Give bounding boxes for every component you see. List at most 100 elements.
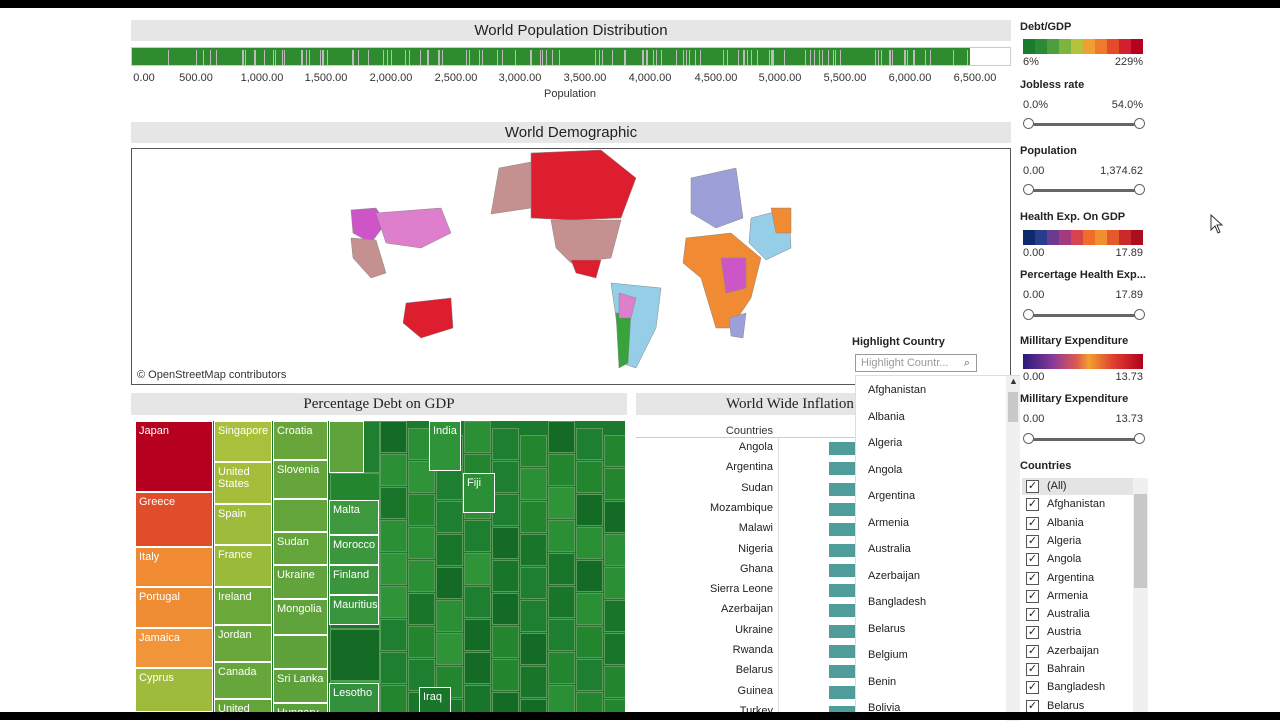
bottom-edge [0, 712, 1280, 720]
strip-line [320, 50, 321, 65]
treemap-cell: Portugal [135, 587, 213, 628]
scrollbar[interactable]: ▲ [1006, 376, 1020, 721]
slider-handle[interactable] [1023, 309, 1034, 320]
checkbox[interactable]: ✓ [1026, 534, 1039, 548]
checkbox[interactable]: ✓ [1026, 589, 1039, 603]
treemap-cell [520, 501, 547, 533]
checkbox[interactable]: ✓ [1026, 626, 1039, 640]
checkbox[interactable]: ✓ [1026, 516, 1039, 530]
strip-line [546, 50, 547, 65]
cursor [1210, 214, 1224, 234]
slider-handle[interactable] [1134, 309, 1145, 320]
panel-title: World Population Distribution [131, 20, 1011, 41]
treemap-cell: United [214, 699, 272, 712]
treemap-cell [273, 499, 328, 532]
panel-title: Percentage Debt on GDP [131, 393, 627, 415]
checkbox-label[interactable]: Argentina [1047, 571, 1095, 584]
treemap-cell [492, 527, 519, 559]
dropdown-option[interactable]: Australia [868, 543, 911, 555]
strip-line [542, 50, 543, 65]
dropdown: ▲ Afghanistan Albania Algeria Angola Argenti… [855, 375, 1020, 721]
checkbox[interactable]: ✓ [1026, 681, 1039, 695]
checkbox[interactable]: ✓ [1026, 663, 1039, 676]
checkbox[interactable]: ✓ [1026, 699, 1039, 713]
strip-line [625, 50, 626, 65]
strip-line [306, 50, 307, 65]
dropdown-option[interactable]: Azerbaijan [868, 569, 920, 582]
treemap-cell [548, 553, 575, 585]
x-tick-label: 0.00 [133, 72, 155, 84]
strip-line [327, 50, 328, 65]
slider-handle[interactable] [1134, 184, 1145, 195]
search-input[interactable]: Highlight Countr... ⌕ [855, 354, 977, 372]
slider-handle[interactable] [1023, 184, 1034, 195]
strip-line [282, 50, 283, 65]
dropdown-option[interactable]: Bolivia [868, 702, 901, 714]
strip-line [683, 50, 684, 65]
dropdown-option[interactable]: Armenia [868, 516, 909, 529]
strip-line [822, 50, 823, 65]
dropdown-option[interactable]: Afghanistan [868, 384, 927, 396]
dropdown-option[interactable]: Belgium [868, 649, 908, 661]
color-legend [1023, 354, 1143, 369]
checkbox-label[interactable]: Angola [1047, 553, 1082, 566]
dropdown-option[interactable]: Belarus [868, 622, 906, 635]
dropdown-option[interactable]: Bangladesh [868, 596, 927, 608]
x-tick-label: 3,000.00 [498, 72, 542, 84]
treemap-cell [436, 534, 463, 566]
dropdown-option[interactable]: Algeria [868, 437, 903, 449]
strip-line [420, 50, 421, 65]
checkbox-label[interactable]: Armenia [1047, 589, 1088, 602]
dropdown-option[interactable]: Albania [868, 410, 905, 423]
strip-line [540, 50, 541, 65]
dropdown-option[interactable]: Angola [868, 463, 903, 476]
treemap-cell [548, 652, 575, 684]
strip-line [930, 50, 931, 65]
treemap-cell [604, 534, 625, 566]
treemap-cell [548, 619, 575, 651]
dropdown-option[interactable]: Benin [868, 675, 897, 688]
slider-handle[interactable] [1134, 118, 1145, 129]
scroll-up[interactable]: ▲ [1009, 376, 1018, 386]
checkbox-label[interactable]: Belarus [1047, 699, 1085, 712]
inflation-bar [829, 685, 855, 699]
scroll-thumb[interactable] [1008, 392, 1018, 422]
dropdown-option[interactable]: Argentina [868, 490, 916, 502]
checkbox-label[interactable]: Algeria [1047, 534, 1082, 547]
checkbox-label[interactable]: Bahrain [1047, 663, 1085, 675]
checkbox-label[interactable]: Azerbaijan [1047, 644, 1099, 657]
checkbox[interactable]: ✓ [1026, 480, 1039, 493]
strip-line [515, 50, 516, 65]
treemap-cell [408, 527, 435, 559]
scroll-thumb[interactable] [1134, 494, 1147, 588]
treemap-cell: Mauritius [329, 595, 379, 625]
slider-handle[interactable] [1023, 118, 1034, 129]
strip-line [747, 50, 748, 65]
slider-handle[interactable] [1023, 433, 1034, 444]
slider-handle[interactable] [1134, 433, 1145, 444]
strip-line [427, 50, 428, 65]
checkbox-label[interactable]: Albania [1047, 516, 1084, 529]
inflation-bar [829, 665, 855, 679]
checkbox[interactable]: ✓ [1026, 571, 1039, 585]
checkbox-label[interactable]: Austria [1047, 626, 1082, 639]
checkbox-label[interactable]: Australia [1047, 608, 1090, 621]
slider-track[interactable] [1028, 314, 1140, 317]
checkbox[interactable]: ✓ [1026, 553, 1039, 567]
checkbox-label[interactable]: (All) [1047, 480, 1067, 492]
slider-track[interactable] [1028, 189, 1140, 192]
strip-line [878, 50, 879, 65]
checkbox-label[interactable]: Afghanistan [1047, 498, 1106, 511]
country-label: Ghana [739, 562, 773, 575]
checkbox[interactable]: ✓ [1026, 608, 1039, 622]
checkbox[interactable]: ✓ [1026, 644, 1039, 658]
population-strip [131, 47, 1011, 66]
slider-track[interactable] [1028, 438, 1140, 441]
strip-line [647, 50, 648, 65]
checkbox[interactable]: ✓ [1026, 498, 1039, 512]
range-min: 6% [1023, 56, 1039, 68]
slider-track[interactable] [1028, 123, 1140, 126]
checkbox-label[interactable]: Bangladesh [1047, 681, 1106, 694]
country-label: Argentina [725, 461, 773, 474]
strip-line [814, 50, 815, 65]
